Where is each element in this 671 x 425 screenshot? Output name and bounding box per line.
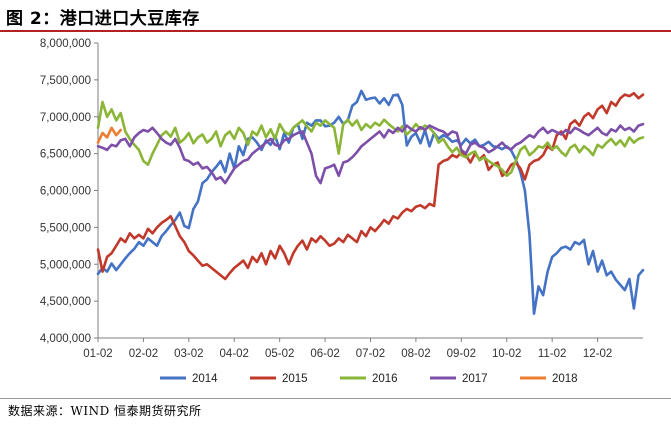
x-tick-label: 06-02	[310, 348, 339, 360]
x-tick-label: 09-02	[447, 348, 476, 360]
legend-label-2018: 2018	[552, 373, 578, 385]
legend-label-2015: 2015	[282, 373, 308, 385]
title-divider	[0, 30, 671, 32]
series-line-2015	[96, 91, 645, 281]
x-tick-label: 04-02	[220, 348, 249, 360]
y-tick-label: 4,000,000	[40, 333, 91, 345]
x-tick-label: 05-02	[265, 348, 294, 360]
x-tick-label: 02-02	[129, 348, 158, 360]
series-line-2017	[96, 122, 645, 185]
y-tick-label: 6,500,000	[40, 149, 91, 161]
series-line-2018	[96, 126, 122, 144]
chart-title: 图 2：港口进口大豆库存	[6, 9, 200, 29]
x-tick-label: 10-02	[492, 348, 521, 360]
y-tick-label: 5,500,000	[40, 222, 91, 234]
series-line-2016	[96, 100, 645, 178]
x-tick-label: 11-02	[538, 348, 567, 360]
x-tick-label: 07-02	[356, 348, 385, 360]
x-tick-label: 12-02	[583, 348, 612, 360]
y-tick-label: 6,000,000	[40, 186, 91, 198]
legend-label-2017: 2017	[462, 373, 488, 385]
y-tick-label: 5,000,000	[40, 259, 91, 271]
legend-label-2016: 2016	[372, 373, 398, 385]
source-divider	[0, 398, 671, 399]
y-tick-label: 7,500,000	[40, 75, 91, 87]
x-tick-label: 03-02	[174, 348, 203, 360]
legend-label-2014: 2014	[192, 373, 218, 385]
axes: 4,000,000 4,500,000 5,000,000 5,500,000 6,00…	[40, 38, 643, 360]
legend: 2014 2015 2016 2017 2018	[160, 373, 578, 385]
source-note: 数据来源：WIND 恒泰期货研究所	[8, 404, 202, 418]
x-tick-label: 08-02	[401, 348, 430, 360]
y-tick-label: 8,000,000	[40, 38, 91, 50]
y-tick-label: 4,500,000	[40, 296, 91, 308]
x-tick-label: 01-02	[83, 348, 112, 360]
series-line-2014	[96, 89, 645, 315]
series-layer	[96, 89, 645, 315]
y-tick-label: 7,000,000	[40, 112, 91, 124]
